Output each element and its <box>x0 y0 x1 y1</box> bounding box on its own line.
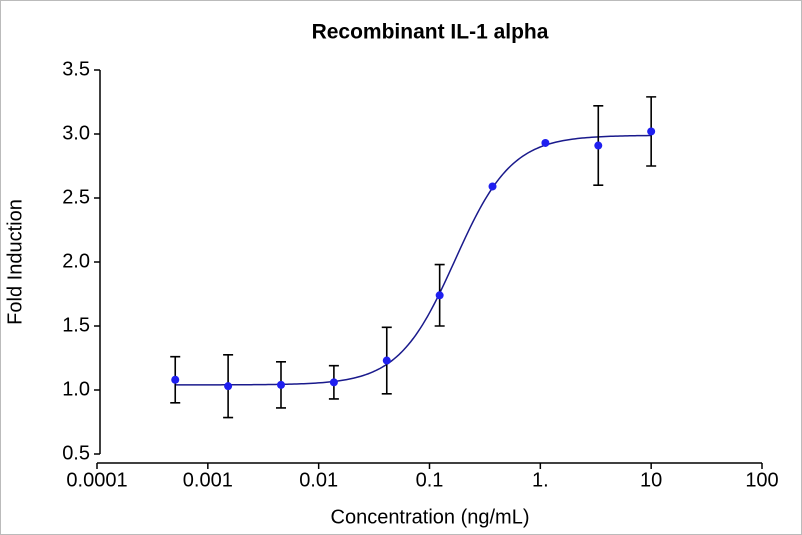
point <box>224 382 233 391</box>
x-tick-label: 1. <box>532 469 549 491</box>
y-tick-label: 2.0 <box>62 250 90 272</box>
fit-curve <box>175 134 652 386</box>
x-tick-label: 0.01 <box>299 469 338 491</box>
x-tick-label: 0.1 <box>416 469 444 491</box>
y-tick-label: 1.0 <box>62 378 90 400</box>
point <box>382 356 391 365</box>
x-tick-label: 100 <box>745 469 778 491</box>
chart-title: Recombinant IL-1 alpha <box>312 21 549 44</box>
point <box>488 182 497 191</box>
y-tick-label: 2.5 <box>62 186 90 208</box>
y-tick-label: 3.5 <box>62 58 90 80</box>
y-tick-label: 0.5 <box>62 442 90 464</box>
x-tick-label: 10 <box>640 469 662 491</box>
x-axis-label: Concentration (ng/mL) <box>331 506 530 528</box>
point <box>171 375 180 384</box>
point <box>435 291 444 300</box>
point <box>541 138 550 147</box>
point <box>594 141 603 150</box>
x-tick-label: 0.0001 <box>66 469 127 491</box>
point <box>647 127 656 136</box>
x-tick-label: 0.001 <box>183 469 233 491</box>
y-tick-label: 3.0 <box>62 122 90 144</box>
y-tick-label: 1.5 <box>62 314 90 336</box>
point <box>276 380 285 389</box>
point <box>329 378 338 387</box>
y-axis-label: Fold Induction <box>4 199 26 325</box>
